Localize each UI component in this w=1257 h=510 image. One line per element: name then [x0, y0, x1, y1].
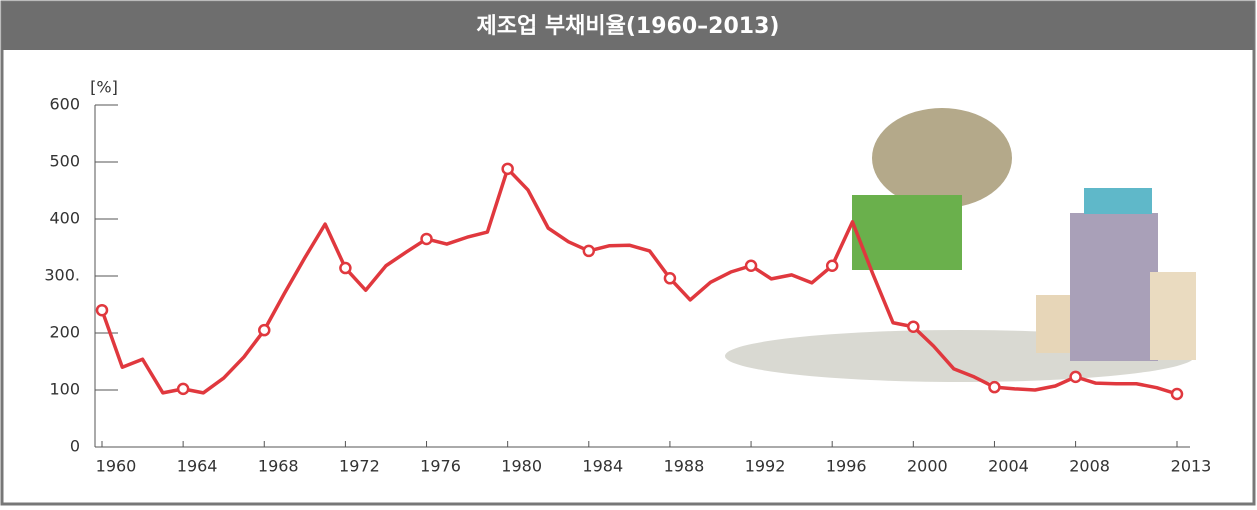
data-point [908, 322, 918, 332]
x-tick-label: 1984 [582, 457, 623, 476]
x-tick-label: 1992 [745, 457, 786, 476]
building [1070, 213, 1158, 361]
x-tick-label: 1980 [501, 457, 542, 476]
data-point [503, 164, 513, 174]
x-tick-label: 1972 [339, 457, 380, 476]
y-tick-label: 500 [49, 152, 80, 171]
x-tick-label: 2013 [1171, 457, 1212, 476]
y-tick-label: 300. [44, 266, 80, 285]
x-tick-label: 1988 [664, 457, 705, 476]
x-tick-label: 2004 [988, 457, 1029, 476]
x-tick-label: 1968 [258, 457, 299, 476]
data-point [97, 305, 107, 315]
chart-title: 제조업 부채비율(1960–2013) [477, 14, 780, 39]
chart: 제조업 부채비율(1960–2013) [%] 0 100 200 300. 400 50… [0, 0, 1257, 506]
data-point [259, 325, 269, 335]
money-bag [872, 108, 1012, 208]
data-point [340, 263, 350, 273]
building [1150, 272, 1196, 360]
y-tick-label: 0 [70, 437, 80, 456]
data-point [665, 273, 675, 283]
data-point [989, 382, 999, 392]
data-point [1172, 389, 1182, 399]
y-tick-label: 100 [49, 380, 80, 399]
x-tick-label: 1960 [96, 457, 137, 476]
sign [1084, 188, 1152, 214]
y-tick-label: 400 [49, 209, 80, 228]
x-tick-label: 2008 [1069, 457, 1110, 476]
x-tick-label: 2000 [907, 457, 948, 476]
y-tick-label: 200 [49, 323, 80, 342]
data-point [584, 246, 594, 256]
x-tick-label: 1996 [826, 457, 867, 476]
data-point [178, 384, 188, 394]
data-point [827, 261, 837, 271]
x-tick-label: 1976 [420, 457, 461, 476]
data-point [1071, 372, 1081, 382]
x-tick-label: 1964 [177, 457, 218, 476]
data-point [422, 234, 432, 244]
data-point [746, 261, 756, 271]
frame [2, 2, 1254, 504]
page: 제조업 부채비율(1960–2013) [%] 0 100 200 300. 400 50… [0, 0, 1257, 506]
y-unit: [%] [90, 78, 118, 97]
y-tick-label: 600 [49, 95, 80, 114]
